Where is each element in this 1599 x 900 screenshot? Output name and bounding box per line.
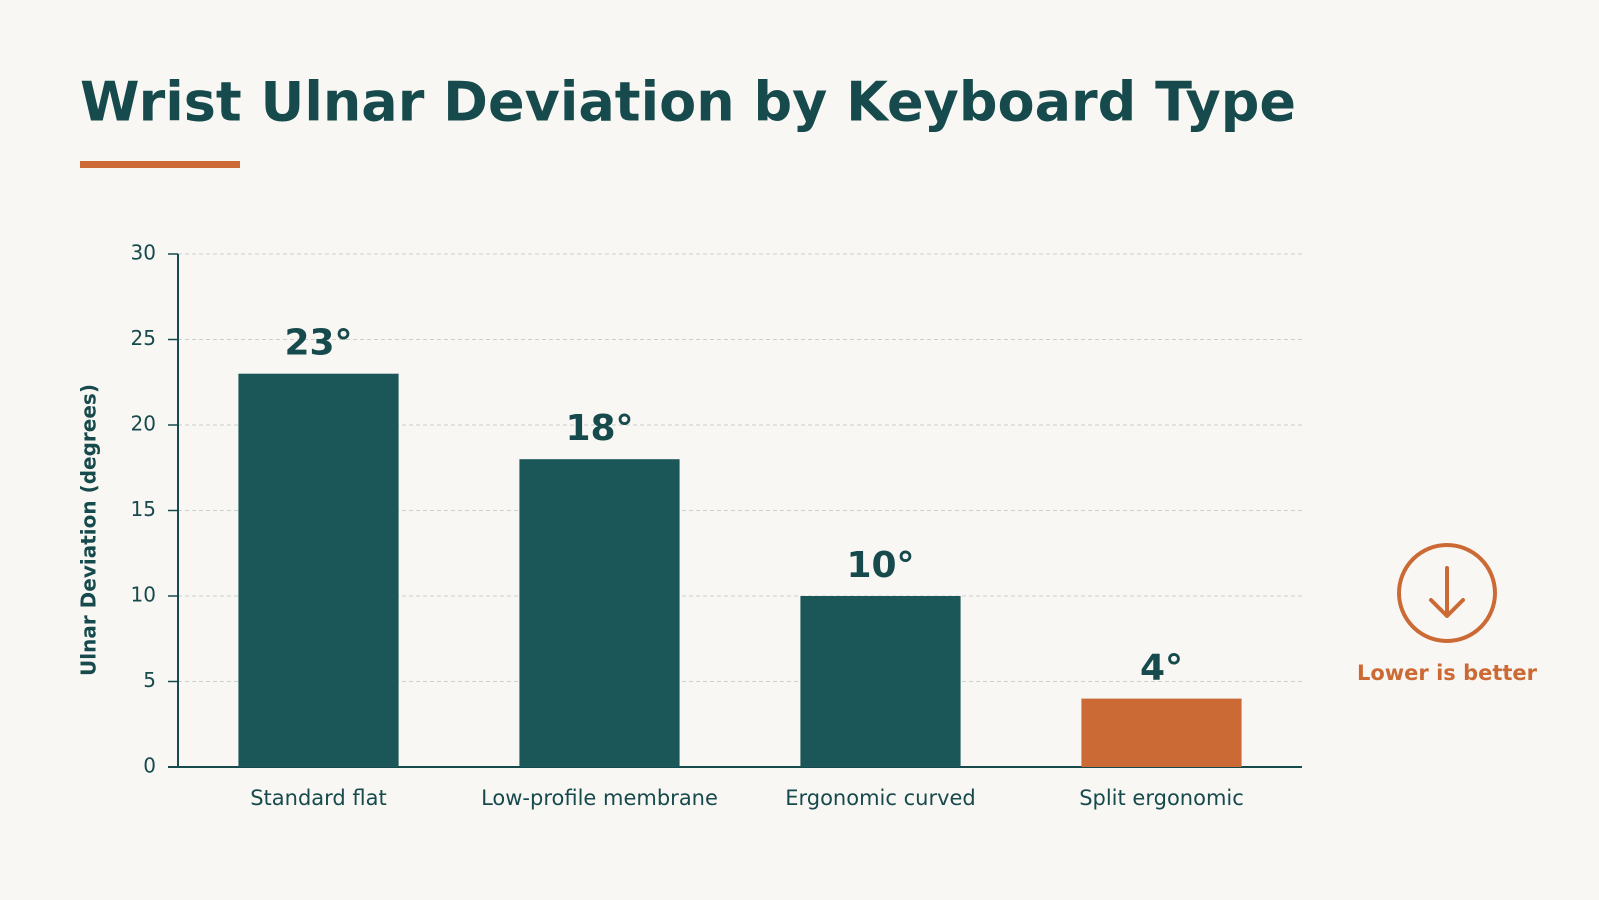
bar xyxy=(1081,698,1242,767)
bar xyxy=(519,459,680,767)
title-underline xyxy=(80,161,240,168)
bar xyxy=(238,373,399,767)
x-tick-label: Ergonomic curved xyxy=(785,786,976,810)
annotation-arrow xyxy=(1429,566,1465,618)
value-label: 4° xyxy=(1140,648,1183,689)
chart-title: Wrist Ulnar Deviation by Keyboard Type xyxy=(80,71,1296,134)
value-label: 18° xyxy=(565,408,633,449)
bar xyxy=(800,596,961,767)
y-tick-label: 15 xyxy=(131,497,156,521)
value-label: 10° xyxy=(846,545,914,586)
x-tick-label: Standard flat xyxy=(250,786,387,810)
x-tick-label: Low-profile membrane xyxy=(481,786,718,810)
y-tick-label: 30 xyxy=(131,241,156,265)
value-label: 23° xyxy=(284,323,352,364)
annotation-icon xyxy=(1397,543,1497,643)
annotation: Lower is better xyxy=(1357,661,1538,685)
y-tick-label: 25 xyxy=(131,326,156,350)
x-tick-label: Split ergonomic xyxy=(1079,786,1244,810)
y-tick-label: 0 xyxy=(143,754,156,778)
y-tick-label: 10 xyxy=(131,583,156,607)
y-axis-label: Ulnar Deviation (degrees) xyxy=(77,384,101,676)
annotation-circle xyxy=(1397,543,1497,643)
y-tick-label: 20 xyxy=(131,412,156,436)
y-tick-label: 5 xyxy=(143,668,156,692)
